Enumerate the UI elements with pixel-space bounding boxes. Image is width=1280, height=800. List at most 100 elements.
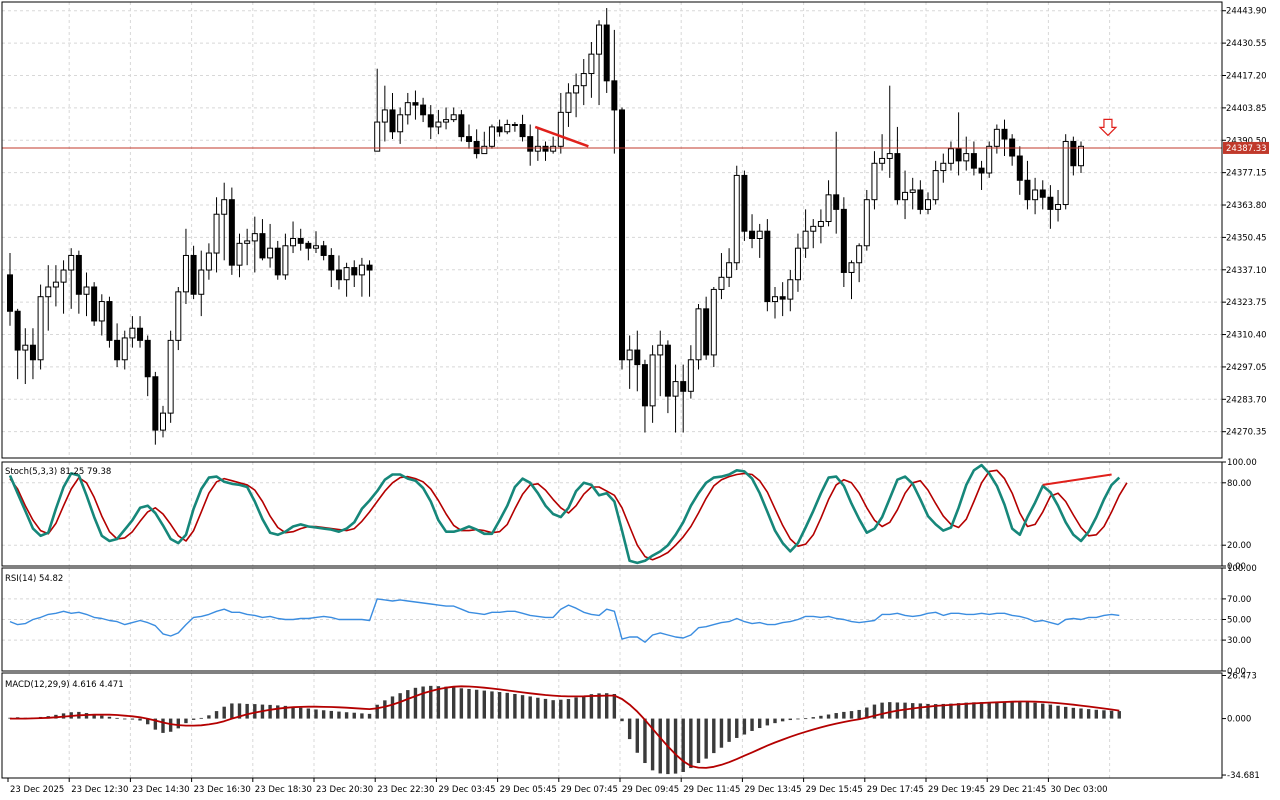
candle[interactable]: [450, 114, 457, 121]
candle[interactable]: [833, 194, 840, 210]
candle[interactable]: [52, 281, 59, 288]
candle[interactable]: [466, 136, 472, 142]
candle[interactable]: [190, 254, 197, 295]
candle[interactable]: [420, 104, 427, 116]
candle[interactable]: [435, 121, 442, 128]
candle[interactable]: [909, 189, 916, 193]
candle[interactable]: [519, 123, 526, 138]
candle[interactable]: [481, 145, 488, 155]
candle[interactable]: [167, 339, 174, 414]
candle[interactable]: [741, 174, 748, 232]
candle[interactable]: [228, 199, 235, 266]
candle[interactable]: [267, 247, 274, 259]
candle[interactable]: [374, 121, 381, 152]
candle[interactable]: [397, 114, 404, 133]
candle[interactable]: [282, 245, 289, 276]
candle[interactable]: [1070, 140, 1077, 167]
candle[interactable]: [534, 145, 541, 152]
candle[interactable]: [993, 128, 1000, 147]
stoch-trendline[interactable]: [1042, 473, 1112, 486]
candle[interactable]: [932, 170, 939, 201]
candle[interactable]: [611, 80, 618, 111]
candle[interactable]: [343, 267, 350, 281]
candle[interactable]: [14, 310, 21, 351]
candle[interactable]: [251, 233, 258, 242]
candle[interactable]: [772, 296, 778, 303]
candle[interactable]: [213, 213, 220, 254]
candle[interactable]: [894, 153, 901, 201]
candle[interactable]: [358, 264, 365, 276]
candle[interactable]: [305, 242, 312, 249]
candle[interactable]: [542, 145, 549, 152]
candle[interactable]: [687, 359, 694, 392]
candle[interactable]: [726, 262, 733, 278]
candle[interactable]: [641, 364, 648, 407]
candle[interactable]: [1024, 179, 1031, 201]
candle[interactable]: [1047, 196, 1054, 210]
price-trendline[interactable]: [534, 125, 589, 148]
candle[interactable]: [22, 344, 29, 351]
candle[interactable]: [1078, 145, 1084, 167]
candle[interactable]: [733, 174, 740, 264]
candle[interactable]: [787, 279, 794, 300]
candle[interactable]: [37, 296, 44, 361]
candle[interactable]: [458, 114, 465, 138]
candle[interactable]: [175, 291, 182, 341]
candle[interactable]: [527, 136, 534, 152]
candle[interactable]: [221, 199, 228, 215]
candle[interactable]: [366, 264, 373, 271]
candle[interactable]: [1001, 128, 1008, 140]
candle[interactable]: [412, 102, 419, 106]
candle[interactable]: [703, 308, 710, 356]
candle[interactable]: [710, 288, 717, 356]
candle[interactable]: [1062, 140, 1069, 206]
candle[interactable]: [695, 308, 702, 361]
candle[interactable]: [626, 349, 633, 361]
candle[interactable]: [152, 376, 159, 431]
candle[interactable]: [810, 225, 817, 232]
candle[interactable]: [290, 237, 297, 247]
candle[interactable]: [91, 286, 98, 322]
candle[interactable]: [603, 24, 610, 82]
candle[interactable]: [794, 247, 801, 281]
candle[interactable]: [121, 337, 128, 361]
macd-pane[interactable]: [8, 685, 1121, 775]
candle[interactable]: [680, 381, 687, 392]
candle[interactable]: [137, 327, 144, 341]
candle[interactable]: [756, 230, 763, 239]
candle[interactable]: [129, 327, 136, 339]
candle[interactable]: [634, 349, 641, 366]
candle[interactable]: [381, 109, 388, 123]
candle[interactable]: [970, 153, 977, 169]
candle[interactable]: [7, 274, 13, 312]
candle[interactable]: [565, 92, 572, 113]
candle[interactable]: [978, 167, 985, 174]
candle[interactable]: [902, 191, 909, 201]
candle[interactable]: [205, 252, 212, 271]
candle[interactable]: [259, 233, 266, 259]
candle[interactable]: [160, 412, 166, 431]
candle[interactable]: [649, 354, 656, 407]
candle[interactable]: [664, 344, 671, 397]
candle[interactable]: [511, 123, 518, 126]
candle[interactable]: [45, 286, 52, 298]
rsi-pane[interactable]: [9, 598, 1120, 643]
candle[interactable]: [886, 153, 893, 159]
stochastic-pane[interactable]: [8, 463, 1128, 565]
candle[interactable]: [443, 119, 450, 123]
candle[interactable]: [83, 286, 90, 295]
candle[interactable]: [427, 114, 434, 128]
candle[interactable]: [236, 242, 243, 266]
candle[interactable]: [947, 148, 954, 164]
candle[interactable]: [573, 85, 580, 94]
price-pane[interactable]: [2, 8, 1222, 445]
candle[interactable]: [29, 344, 36, 361]
candle[interactable]: [496, 126, 503, 133]
candle[interactable]: [182, 254, 189, 293]
candle[interactable]: [749, 230, 756, 239]
candle[interactable]: [588, 53, 595, 75]
candle[interactable]: [335, 269, 342, 281]
candle[interactable]: [488, 126, 495, 147]
candle[interactable]: [75, 254, 82, 295]
candle[interactable]: [764, 230, 771, 303]
